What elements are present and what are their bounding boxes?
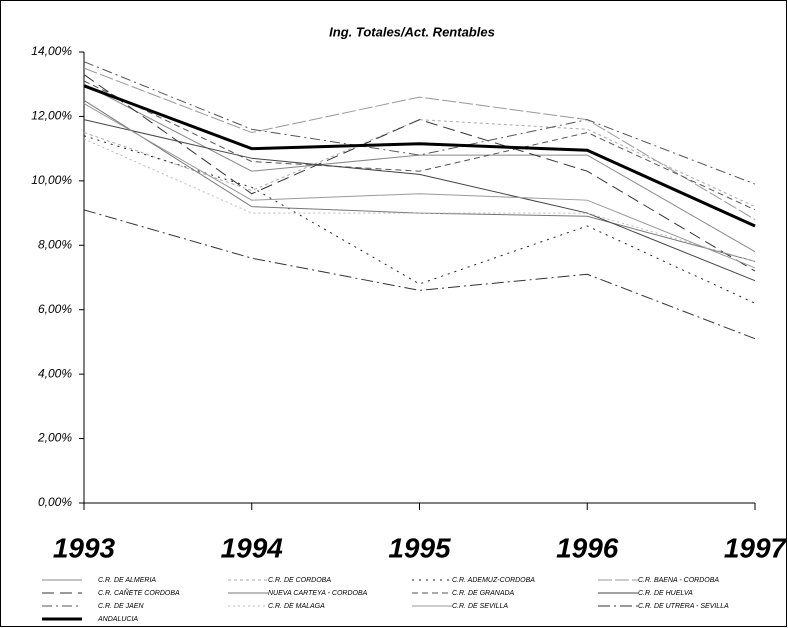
series-line <box>83 84 756 228</box>
legend-label: ANDALUCIA <box>97 616 138 623</box>
x-tick-label: 1996 <box>556 532 619 563</box>
x-tick-label: 1994 <box>221 532 284 563</box>
x-tick-label: 1993 <box>53 532 116 563</box>
y-tick-label: 10,00% <box>31 173 72 187</box>
x-tick-label: 1997 <box>724 532 788 563</box>
y-tick-label: 8,00% <box>38 237 72 251</box>
series-line <box>83 74 756 272</box>
y-tick-label: 6,00% <box>38 302 72 316</box>
y-tick-label: 0,00% <box>38 495 72 509</box>
x-tick-label: 1995 <box>388 532 451 563</box>
chart-title: Ing. Totales/Act. Rentables <box>329 24 495 39</box>
series-line <box>83 119 756 208</box>
series-line <box>83 138 756 262</box>
legend-label: C.R. DE UTRERA - SEVILLA <box>638 603 729 610</box>
legend-label: C.R. BAENA - CORDOBA <box>638 577 719 584</box>
legend-label: NUEVA CARTEYA - CORDOBA <box>268 590 368 597</box>
series-line <box>83 61 756 185</box>
series-line <box>83 103 756 269</box>
legend-label: C.R. DE MALAGA <box>268 603 325 610</box>
y-tick-label: 4,00% <box>38 366 72 380</box>
legend-label: C.R. DE SEVILLA <box>452 603 508 610</box>
series-line <box>83 83 756 253</box>
series-line <box>83 80 756 211</box>
legend-label: C.R. DE GRANADA <box>452 590 515 597</box>
y-tick-label: 12,00% <box>31 109 72 123</box>
legend-label: C.R. DE JAEN <box>98 603 144 610</box>
series-line <box>83 209 756 340</box>
series-line <box>83 135 756 304</box>
y-tick-label: 2,00% <box>37 431 72 445</box>
legend-label: C.R. ADEMUZ-CORDOBA <box>452 577 535 584</box>
series-line <box>83 67 756 220</box>
y-tick-label: 14,00% <box>31 44 72 58</box>
legend-label: C.R. DE ALMERIA <box>98 577 156 584</box>
legend-label: C.R. DE CORDOBA <box>268 577 331 584</box>
legend-label: C.R. DE HUELVA <box>638 590 693 597</box>
legend-label: C.R. CAÑETE CORDOBA <box>98 588 180 597</box>
series-line <box>83 119 756 282</box>
